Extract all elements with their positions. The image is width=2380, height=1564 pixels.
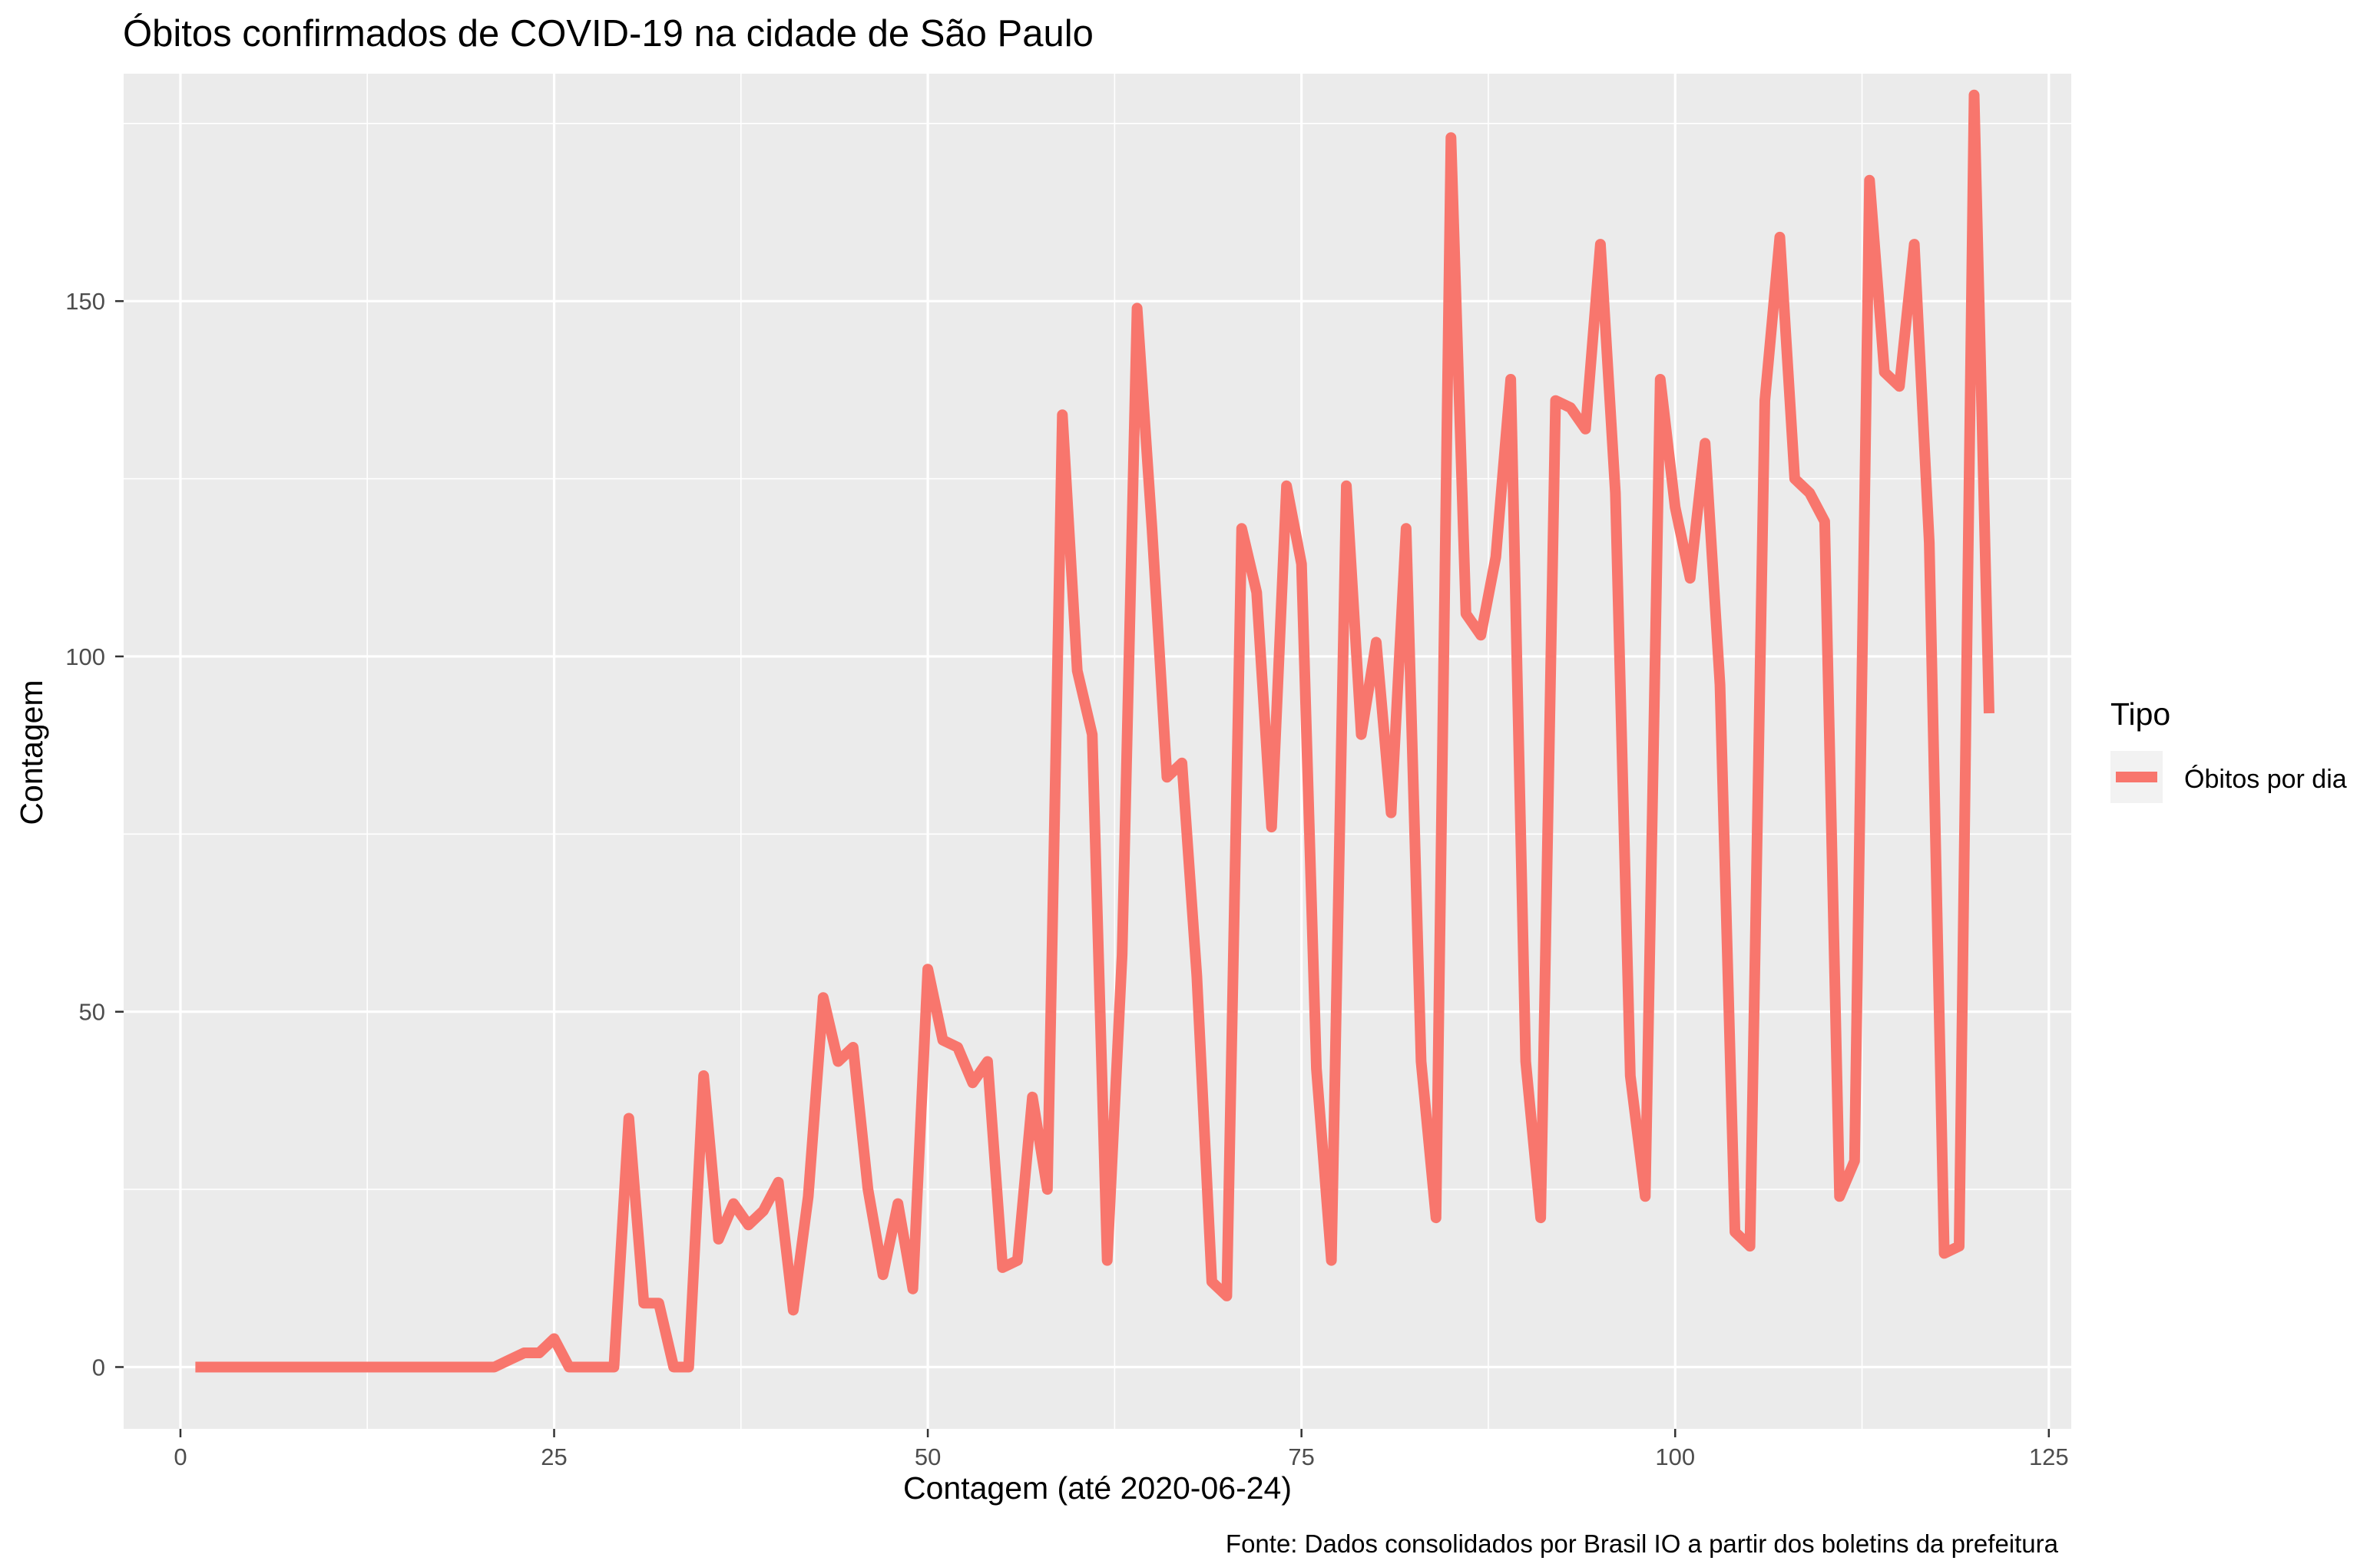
legend: Tipo Óbitos por dia (2110, 696, 2347, 803)
y-tick-label: 50 (79, 999, 105, 1026)
x-tick-label: 125 (2029, 1443, 2069, 1470)
chart-caption: Fonte: Dados consolidados por Brasil IO … (1226, 1529, 2059, 1558)
y-tick-label: 0 (92, 1354, 105, 1380)
x-axis-label: Contagem (até 2020-06-24) (903, 1470, 1292, 1506)
chart-title: Óbitos confirmados de COVID-19 na cidade… (123, 13, 1094, 55)
x-tick-label: 0 (174, 1443, 187, 1470)
y-axis-label: Contagem (14, 679, 49, 825)
series-layer (195, 89, 1994, 1373)
y-tick-label: 150 (65, 288, 105, 315)
y-tick-label: 100 (65, 643, 105, 670)
x-tick-label: 25 (541, 1443, 567, 1470)
y-axis: 0 50 100 150 (65, 288, 124, 1380)
legend-label: Óbitos por dia (2184, 765, 2347, 794)
series-line (195, 89, 1994, 1373)
legend-title: Tipo (2110, 696, 2170, 732)
x-tick-label: 75 (1288, 1443, 1314, 1470)
x-tick-label: 100 (1655, 1443, 1695, 1470)
x-axis: 0 25 50 75 100 125 (174, 1429, 2069, 1470)
x-tick-label: 50 (915, 1443, 941, 1470)
